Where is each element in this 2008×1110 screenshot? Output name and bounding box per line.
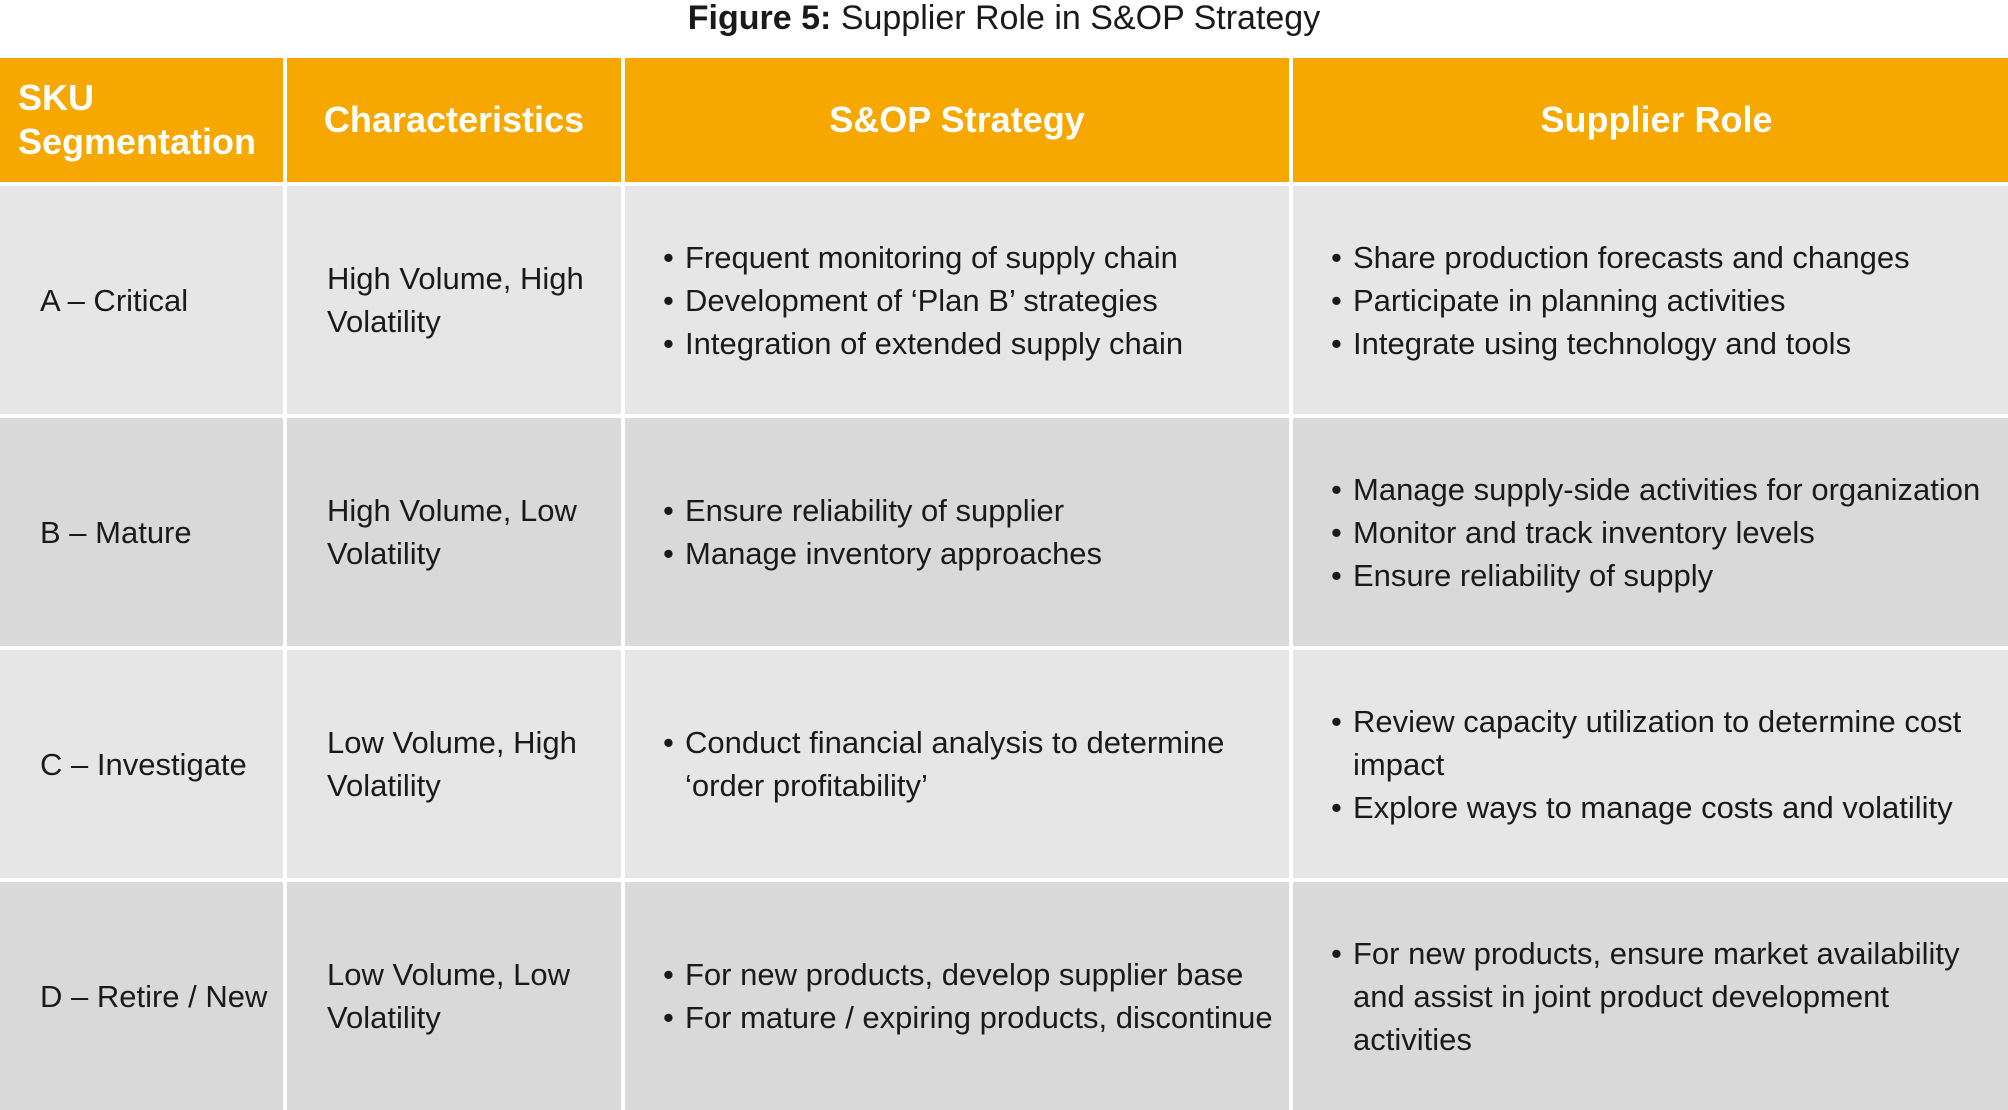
figure-label: Figure 5: (687, 0, 832, 37)
supplier-role-cell: Review capacity utilization to determine… (1293, 650, 2008, 878)
strategy-cell: Frequent monitoring of supply chain Deve… (625, 186, 1289, 414)
supplier-role-list: Manage supply-side activities for organi… (1331, 468, 1980, 597)
strategy-cell: For new products, develop supplier base … (625, 882, 1289, 1110)
supplier-role-list: For new products, ensure market availabi… (1331, 932, 2004, 1061)
list-item: Participate in planning activities (1331, 279, 1910, 322)
strategy-list: Ensure reliability of supplier Manage in… (663, 489, 1102, 575)
strategy-list: Frequent monitoring of supply chain Deve… (663, 236, 1183, 365)
figure-title: Supplier Role in S&OP Strategy (840, 0, 1321, 37)
header-supplier-role: Supplier Role (1293, 58, 2008, 182)
list-item: For mature / expiring products, disconti… (663, 996, 1273, 1039)
list-item: Development of ‘Plan B’ strategies (663, 279, 1183, 322)
list-item: Review capacity utilization to determine… (1331, 700, 2004, 786)
sop-strategy-table: SKU Segmentation Characteristics S&OP St… (0, 58, 2008, 1110)
segmentation-cell: A – Critical (0, 186, 283, 414)
characteristics-cell: Low Volume, Low Volatility (287, 882, 621, 1110)
list-item: Ensure reliability of supply (1331, 554, 1980, 597)
list-item: For new products, develop supplier base (663, 953, 1273, 996)
supplier-role-list: Share production forecasts and changes P… (1331, 236, 1910, 365)
segmentation-cell: D – Retire / New (0, 882, 283, 1110)
list-item: Manage inventory approaches (663, 532, 1102, 575)
characteristics-cell: Low Volume, High Volatility (287, 650, 621, 878)
list-item: Explore ways to manage costs and volatil… (1331, 786, 2004, 829)
list-item: For new products, ensure market availabi… (1331, 932, 2004, 1061)
strategy-list: Conduct financial analysis to determine … (663, 721, 1273, 807)
header-sop-strategy: S&OP Strategy (625, 58, 1289, 182)
characteristics-cell: High Volume, Low Volatility (287, 418, 621, 646)
list-item: Frequent monitoring of supply chain (663, 236, 1183, 279)
list-item: Integration of extended supply chain (663, 322, 1183, 365)
strategy-list: For new products, develop supplier base … (663, 953, 1273, 1039)
strategy-cell: Ensure reliability of supplier Manage in… (625, 418, 1289, 646)
supplier-role-cell: Manage supply-side activities for organi… (1293, 418, 2008, 646)
segmentation-cell: C – Investigate (0, 650, 283, 878)
segmentation-cell: B – Mature (0, 418, 283, 646)
figure-caption: Figure 5: Supplier Role in S&OP Strategy (0, 0, 2008, 52)
header-characteristics: Characteristics (287, 58, 621, 182)
strategy-cell: Conduct financial analysis to determine … (625, 650, 1289, 878)
header-sku-segmentation: SKU Segmentation (0, 58, 283, 182)
list-item: Monitor and track inventory levels (1331, 511, 1980, 554)
list-item: Integrate using technology and tools (1331, 322, 1910, 365)
list-item: Share production forecasts and changes (1331, 236, 1910, 279)
supplier-role-cell: For new products, ensure market availabi… (1293, 882, 2008, 1110)
list-item: Ensure reliability of supplier (663, 489, 1102, 532)
list-item: Conduct financial analysis to determine … (663, 721, 1273, 807)
supplier-role-list: Review capacity utilization to determine… (1331, 700, 2004, 829)
list-item: Manage supply-side activities for organi… (1331, 468, 1980, 511)
characteristics-cell: High Volume, High Volatility (287, 186, 621, 414)
supplier-role-cell: Share production forecasts and changes P… (1293, 186, 2008, 414)
